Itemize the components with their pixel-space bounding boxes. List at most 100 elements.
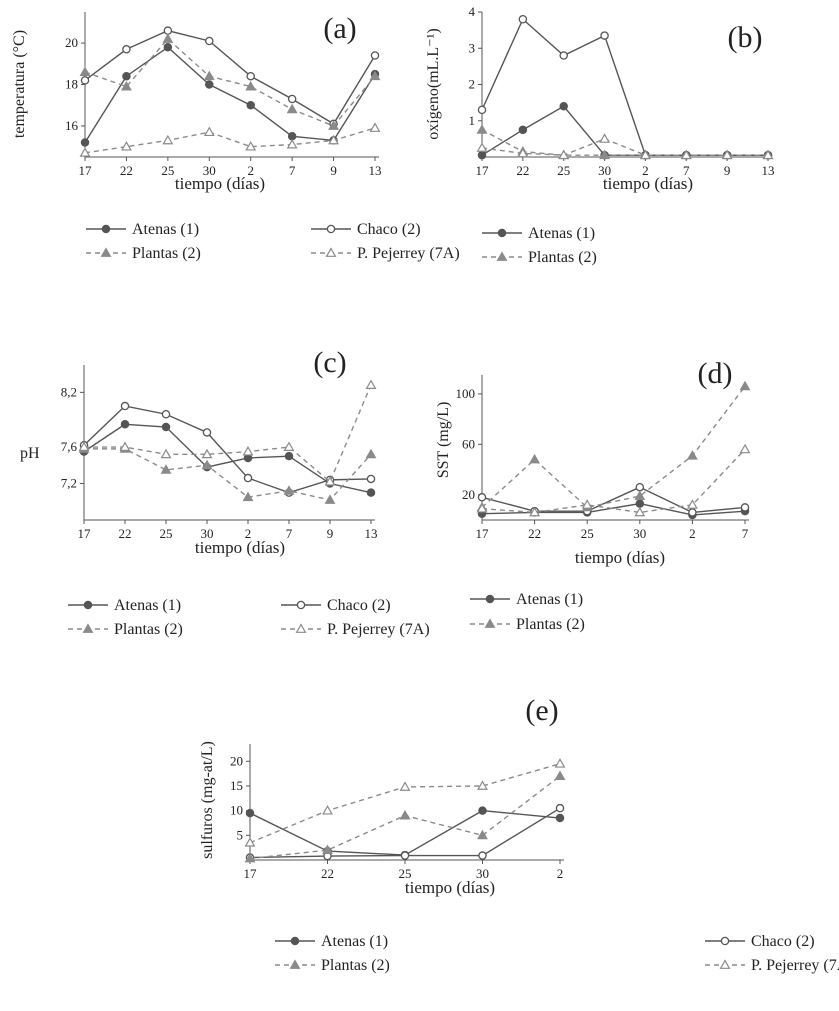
data-point [286, 103, 298, 114]
data-point [242, 491, 254, 502]
data-point [476, 124, 488, 134]
data-point [322, 805, 333, 815]
data-point [688, 508, 697, 517]
legend-item: P. Pejerrey (7A) [311, 245, 460, 262]
x-axis-label: tiempo (días) [575, 548, 665, 567]
series-atenas-1 [79, 420, 376, 497]
data-point [686, 450, 698, 460]
legend-item: P. Pejerrey (7A) [281, 621, 430, 638]
data-point [201, 459, 213, 470]
x-tick-label: 2 [247, 163, 254, 178]
data-point [161, 422, 171, 432]
legend-item: Plantas (2) [470, 616, 585, 633]
data-point [328, 134, 340, 145]
panel-label: (c) [313, 346, 346, 379]
panel-label: (e) [525, 694, 558, 727]
data-point [120, 420, 130, 429]
x-tick-label: 17 [476, 526, 490, 541]
legend-marker [101, 224, 111, 234]
legend: Atenas (1)Chaco (2)Plantas (2)P. Pejerre… [482, 225, 597, 266]
legend-marker [82, 623, 94, 633]
data-point [322, 844, 333, 855]
data-point [554, 770, 566, 780]
data-point [163, 26, 173, 35]
legend: Atenas (1) Chaco (2) Plantas (2) P. Pejerre… [68, 597, 430, 638]
legend: Atenas (1) Chaco (2) Plantas (2) P. Pejerre… [275, 933, 839, 974]
legend-label: Chaco (2) [327, 597, 391, 614]
legend-label: Plantas (2) [114, 621, 183, 638]
y-axis-label: temperatura (°C) [11, 30, 28, 138]
data-point [203, 126, 215, 137]
data-point [476, 142, 488, 152]
legend-label: Atenas (1) [516, 591, 583, 608]
y-axis-label: sulfuros (mg-at/L) [199, 741, 216, 859]
legend-marker [485, 594, 495, 604]
legend-label: Plantas (2) [321, 957, 390, 974]
series-line [84, 384, 372, 483]
data-point [162, 134, 174, 145]
y-tick-label: 5 [237, 827, 244, 842]
x-tick-label: 9 [724, 163, 731, 178]
data-point [328, 120, 340, 130]
series-p-pejerrey-7a [79, 122, 381, 157]
data-point [246, 100, 255, 110]
data-point [639, 149, 651, 160]
y-axis-label: oxígeno(mL.L⁻¹) [425, 28, 442, 139]
data-point [476, 503, 488, 513]
y-tick-label: 20 [230, 753, 243, 768]
x-tick-label: 25 [399, 866, 412, 881]
data-point [244, 837, 256, 847]
data-point [246, 71, 255, 81]
y-tick-label: 20 [65, 35, 78, 50]
y-tick-label: 16 [65, 118, 79, 133]
x-tick-label: 22 [516, 163, 529, 178]
legend-item: Chaco (2) [281, 597, 391, 614]
data-point [201, 448, 213, 459]
x-tick-label: 25 [161, 163, 174, 178]
chart-panel-c: 7,2 7,6 8,2 17 22 25 30 2 7 9 13 tiempo (días) pH (c)… [20, 346, 430, 638]
legend-label: Atenas (1) [114, 597, 181, 614]
legend-item: Plantas (2) [482, 249, 597, 266]
legend-label: Plantas (2) [516, 616, 585, 633]
series-line [481, 448, 746, 514]
x-tick-label: 30 [598, 163, 611, 178]
chart-panel-a: 16 18 20 17 22 25 30 2 7 9 13 tiempo (días) temperat… [11, 12, 460, 262]
x-tick-label: 22 [119, 526, 132, 541]
legend-marker [719, 959, 731, 969]
data-point [558, 149, 570, 160]
legend-item: P. Pejerrey (7A) [705, 957, 839, 974]
data-point [477, 150, 487, 160]
data-point [400, 851, 410, 860]
data-point [762, 149, 774, 160]
data-point [739, 443, 751, 454]
data-point [477, 105, 487, 115]
x-tick-label: 22 [528, 526, 541, 541]
x-axis-label: tiempo (días) [603, 174, 693, 193]
y-tick-label: 10 [230, 803, 243, 818]
data-point [283, 441, 295, 451]
legend: Atenas (1)Chaco (2)Plantas (2)P. Pejerre… [86, 221, 460, 262]
data-point [599, 149, 611, 160]
x-tick-label: 7 [286, 526, 293, 541]
data-point [680, 149, 692, 160]
data-point [80, 138, 90, 147]
data-point [161, 409, 171, 419]
data-point [478, 851, 487, 860]
series-line [481, 138, 768, 156]
legend-item: Atenas (1) [275, 933, 388, 950]
data-point [120, 141, 132, 151]
data-point [122, 71, 131, 81]
data-point [162, 33, 174, 43]
data-point [559, 51, 568, 60]
series-line [481, 502, 746, 516]
panel-label: (d) [698, 357, 733, 390]
data-point [243, 473, 253, 483]
x-tick-label: 17 [476, 163, 490, 178]
y-tick-label: 15 [230, 778, 243, 793]
legend-label: Chaco (2) [751, 933, 815, 950]
legend-label: P. Pejerrey (7A) [327, 621, 430, 638]
data-point [80, 76, 90, 85]
legend-label: Atenas (1) [132, 221, 199, 238]
data-point [370, 51, 380, 60]
